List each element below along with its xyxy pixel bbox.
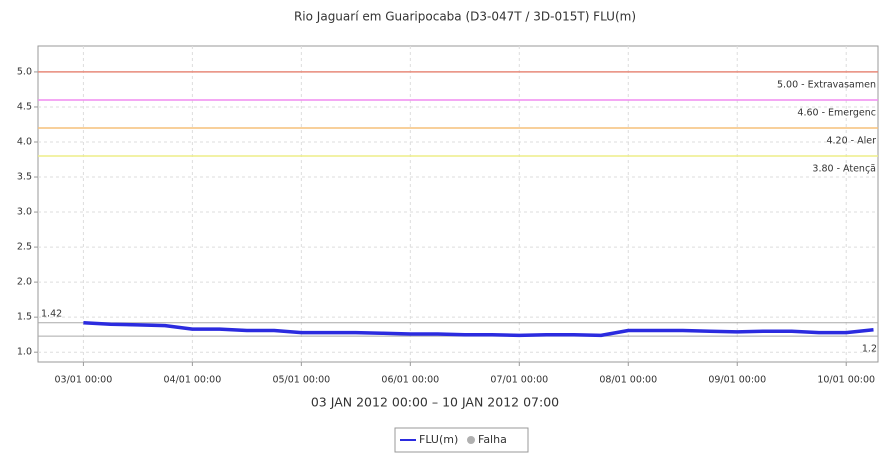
x-tick-label: 06/01 00:00: [381, 375, 439, 386]
plot-layer: 5.00 - Extravasamen 4.60 - Emergenc 4.20 -…: [38, 46, 878, 362]
x-tick-label: 09/01 00:00: [708, 375, 766, 386]
chart-title: Rio Jaguarí em Guaripocaba (D3-047T / 3D…: [294, 10, 636, 24]
legend-label: Falha: [478, 433, 507, 446]
threshold-label: 3.80 - Atençã: [812, 164, 876, 175]
y-tick-label: 3.0: [17, 207, 32, 218]
reference-label: 1.2: [862, 344, 877, 355]
data-line: [83, 321, 874, 338]
threshold-label: 4.60 - Emergenc: [797, 107, 876, 118]
x-tick-label: 05/01 00:00: [272, 375, 330, 386]
y-tick-label: 1.0: [17, 347, 32, 358]
x-tick-label: 10/01 00:00: [817, 375, 875, 386]
y-tick-label: 2.5: [17, 242, 32, 253]
legend: FLU(m) Falha: [394, 427, 529, 453]
reference-label: 1.42: [41, 308, 62, 319]
y-tick-label: 3.5: [17, 172, 32, 183]
threshold-label: 5.00 - Extravasamen: [777, 79, 876, 90]
x-tick-label: 04/01 00:00: [163, 375, 221, 386]
x-tick-label: 07/01 00:00: [490, 375, 548, 386]
legend-label: FLU(m): [419, 433, 458, 446]
legend-swatch: [467, 436, 475, 444]
x-axis-label: 03 JAN 2012 00:00 – 10 JAN 2012 07:00: [311, 395, 559, 410]
y-tick-label: 4.0: [17, 136, 32, 147]
y-tick-label: 2.0: [17, 277, 32, 288]
x-tick-label: 08/01 00:00: [599, 375, 657, 386]
y-tick-label: 5.0: [17, 66, 32, 77]
y-tick-label: 4.5: [17, 101, 32, 112]
legend-box: [394, 427, 529, 453]
y-tick-label: 1.5: [17, 312, 32, 323]
x-tick-label: 03/01 00:00: [55, 375, 113, 386]
plot-area: [37, 45, 879, 363]
threshold-label: 4.20 - Aler: [826, 135, 876, 146]
